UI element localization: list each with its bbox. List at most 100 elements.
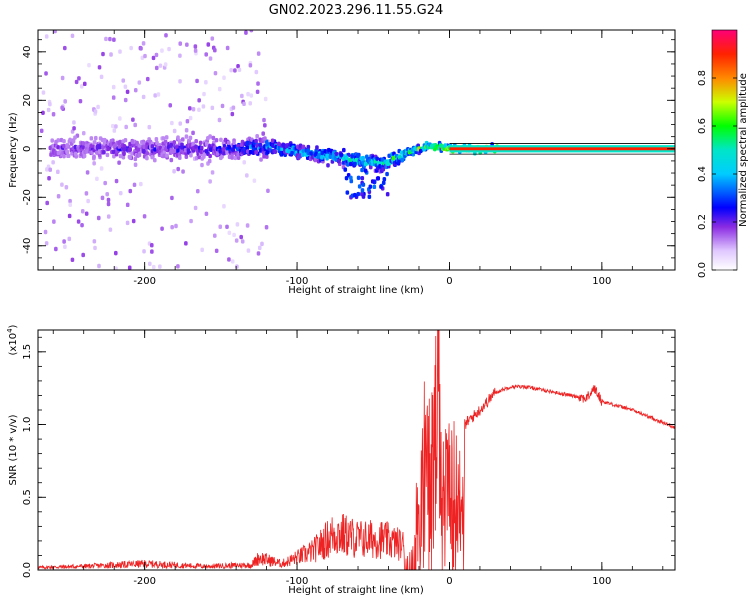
spectrogram-cell bbox=[245, 173, 249, 178]
spectrogram-cell bbox=[161, 136, 166, 141]
spectrogram-cell bbox=[360, 188, 365, 193]
spectrogram-cell bbox=[117, 140, 121, 146]
spectrogram-cell bbox=[204, 141, 209, 146]
spectrogram-cell bbox=[178, 79, 182, 84]
spectrogram-cell bbox=[353, 161, 357, 167]
spectrogram-cell bbox=[418, 148, 423, 154]
colorbar-tick-label: 0.4 bbox=[697, 166, 708, 182]
spectrogram-cell bbox=[233, 68, 237, 73]
x-tick-label: 100 bbox=[592, 276, 611, 287]
spectrogram-cell bbox=[68, 137, 72, 143]
spectrogram-cell bbox=[248, 63, 253, 68]
spectrogram-cell bbox=[343, 167, 348, 172]
spectrogram-cell bbox=[172, 140, 177, 145]
spectrogram-cell bbox=[189, 218, 193, 224]
spectrogram-cell bbox=[252, 178, 257, 183]
spectrogram-cell bbox=[309, 151, 313, 156]
spectrogram-cell bbox=[70, 33, 75, 39]
spectrogram-cell bbox=[70, 257, 75, 262]
spectrogram-cell bbox=[181, 169, 185, 174]
spectrogram-cell bbox=[231, 105, 236, 110]
colorbar-gradient bbox=[712, 30, 737, 270]
spectrogram-cell bbox=[382, 176, 387, 182]
spectrogram-cell bbox=[345, 190, 350, 195]
spectrogram-cell bbox=[123, 84, 128, 89]
spectrogram-cell bbox=[148, 261, 152, 266]
spectrogram-cell bbox=[111, 95, 116, 100]
spectrogram-cell bbox=[145, 155, 149, 161]
spectrogram-cell bbox=[360, 167, 364, 173]
spectrogram-cell bbox=[133, 88, 138, 93]
spectrogram-cell bbox=[184, 241, 188, 246]
spectrogram-cell bbox=[51, 160, 55, 165]
spectrogram-cell bbox=[317, 153, 321, 158]
spectrogram-cell bbox=[280, 147, 284, 152]
snr-series-line bbox=[38, 330, 675, 570]
spectrogram-cell bbox=[188, 135, 193, 141]
spectrogram-cell bbox=[215, 151, 220, 156]
spectrogram-cell bbox=[63, 99, 67, 104]
spectrogram-cell bbox=[341, 147, 346, 153]
spectrogram-cell bbox=[356, 175, 361, 180]
spectrogram-cell bbox=[245, 145, 250, 150]
colorbar-frame bbox=[711, 29, 738, 271]
spectrogram-cell bbox=[77, 76, 81, 81]
spectrogram-cell bbox=[128, 188, 133, 194]
spectrogram-cell bbox=[62, 143, 66, 149]
spectrogram-cell bbox=[208, 147, 213, 152]
spectrogram-cell bbox=[125, 89, 130, 94]
spectrogram-cell bbox=[54, 139, 58, 145]
spectrogram-cell bbox=[41, 90, 46, 95]
spectrogram-cell bbox=[95, 176, 99, 182]
spectrogram-line-core bbox=[449, 147, 675, 151]
spectrogram-cell bbox=[102, 137, 107, 143]
spectrogram-cell bbox=[191, 141, 196, 147]
spectrogram-cell bbox=[256, 51, 261, 56]
snr-exponent-power: 4 bbox=[6, 328, 14, 333]
y-tick-label: 0 bbox=[22, 146, 33, 152]
spectrogram-cell bbox=[368, 184, 373, 189]
spectrogram-cell bbox=[105, 191, 110, 197]
spectrogram-cell bbox=[133, 122, 137, 128]
spectrogram-cell bbox=[112, 37, 116, 42]
spectrogram-cell bbox=[108, 227, 113, 232]
colorbar-tick-label: 0.2 bbox=[697, 214, 708, 230]
spectrogram-cell bbox=[244, 30, 248, 35]
spectrogram-cell bbox=[204, 211, 209, 216]
spectrogram-cell bbox=[45, 200, 50, 206]
spectrogram-cell bbox=[125, 220, 130, 226]
spectrogram-cell bbox=[301, 144, 306, 149]
spectrogram-cell bbox=[118, 190, 123, 196]
spectrogram-cell bbox=[60, 75, 65, 81]
spectrogram-cell bbox=[117, 160, 121, 165]
spectrogram-cell bbox=[195, 78, 199, 84]
spectrogram-cell bbox=[101, 145, 105, 150]
spectrogram-cell bbox=[186, 148, 191, 153]
spectrogram-cell bbox=[222, 151, 226, 156]
spectrogram-cell bbox=[92, 140, 97, 145]
spectrogram-cell bbox=[264, 225, 269, 230]
spectrogram-cell bbox=[158, 63, 163, 68]
spectrogram-y-ticks: -40 -20 0 20 40 bbox=[22, 39, 675, 271]
spectrogram-cell bbox=[232, 140, 236, 146]
spectrogram-cell bbox=[127, 265, 132, 270]
spectrogram-cell bbox=[211, 135, 216, 141]
spectrogram-cell bbox=[84, 191, 89, 196]
spectrogram-cell bbox=[349, 178, 354, 184]
spectrogram-cell bbox=[381, 167, 386, 172]
spectrogram-cell bbox=[97, 263, 101, 269]
spectrogram-cell bbox=[74, 79, 79, 85]
spectrogram-cell bbox=[229, 67, 233, 73]
spectrogram-cell bbox=[197, 98, 201, 103]
spectrogram-cell bbox=[162, 153, 167, 159]
spectrogram-cell bbox=[72, 120, 76, 125]
spectrogram-cell bbox=[151, 264, 156, 270]
spectrogram-cell bbox=[76, 219, 81, 224]
spectrogram-cell bbox=[172, 148, 177, 153]
spectrogram-cell bbox=[261, 131, 266, 136]
spectrogram-cell bbox=[339, 152, 343, 157]
spectrogram-cell bbox=[111, 149, 116, 154]
spectrogram-cell bbox=[221, 147, 226, 152]
spectrogram-cell bbox=[49, 152, 53, 157]
spectrogram-cell bbox=[63, 244, 67, 249]
